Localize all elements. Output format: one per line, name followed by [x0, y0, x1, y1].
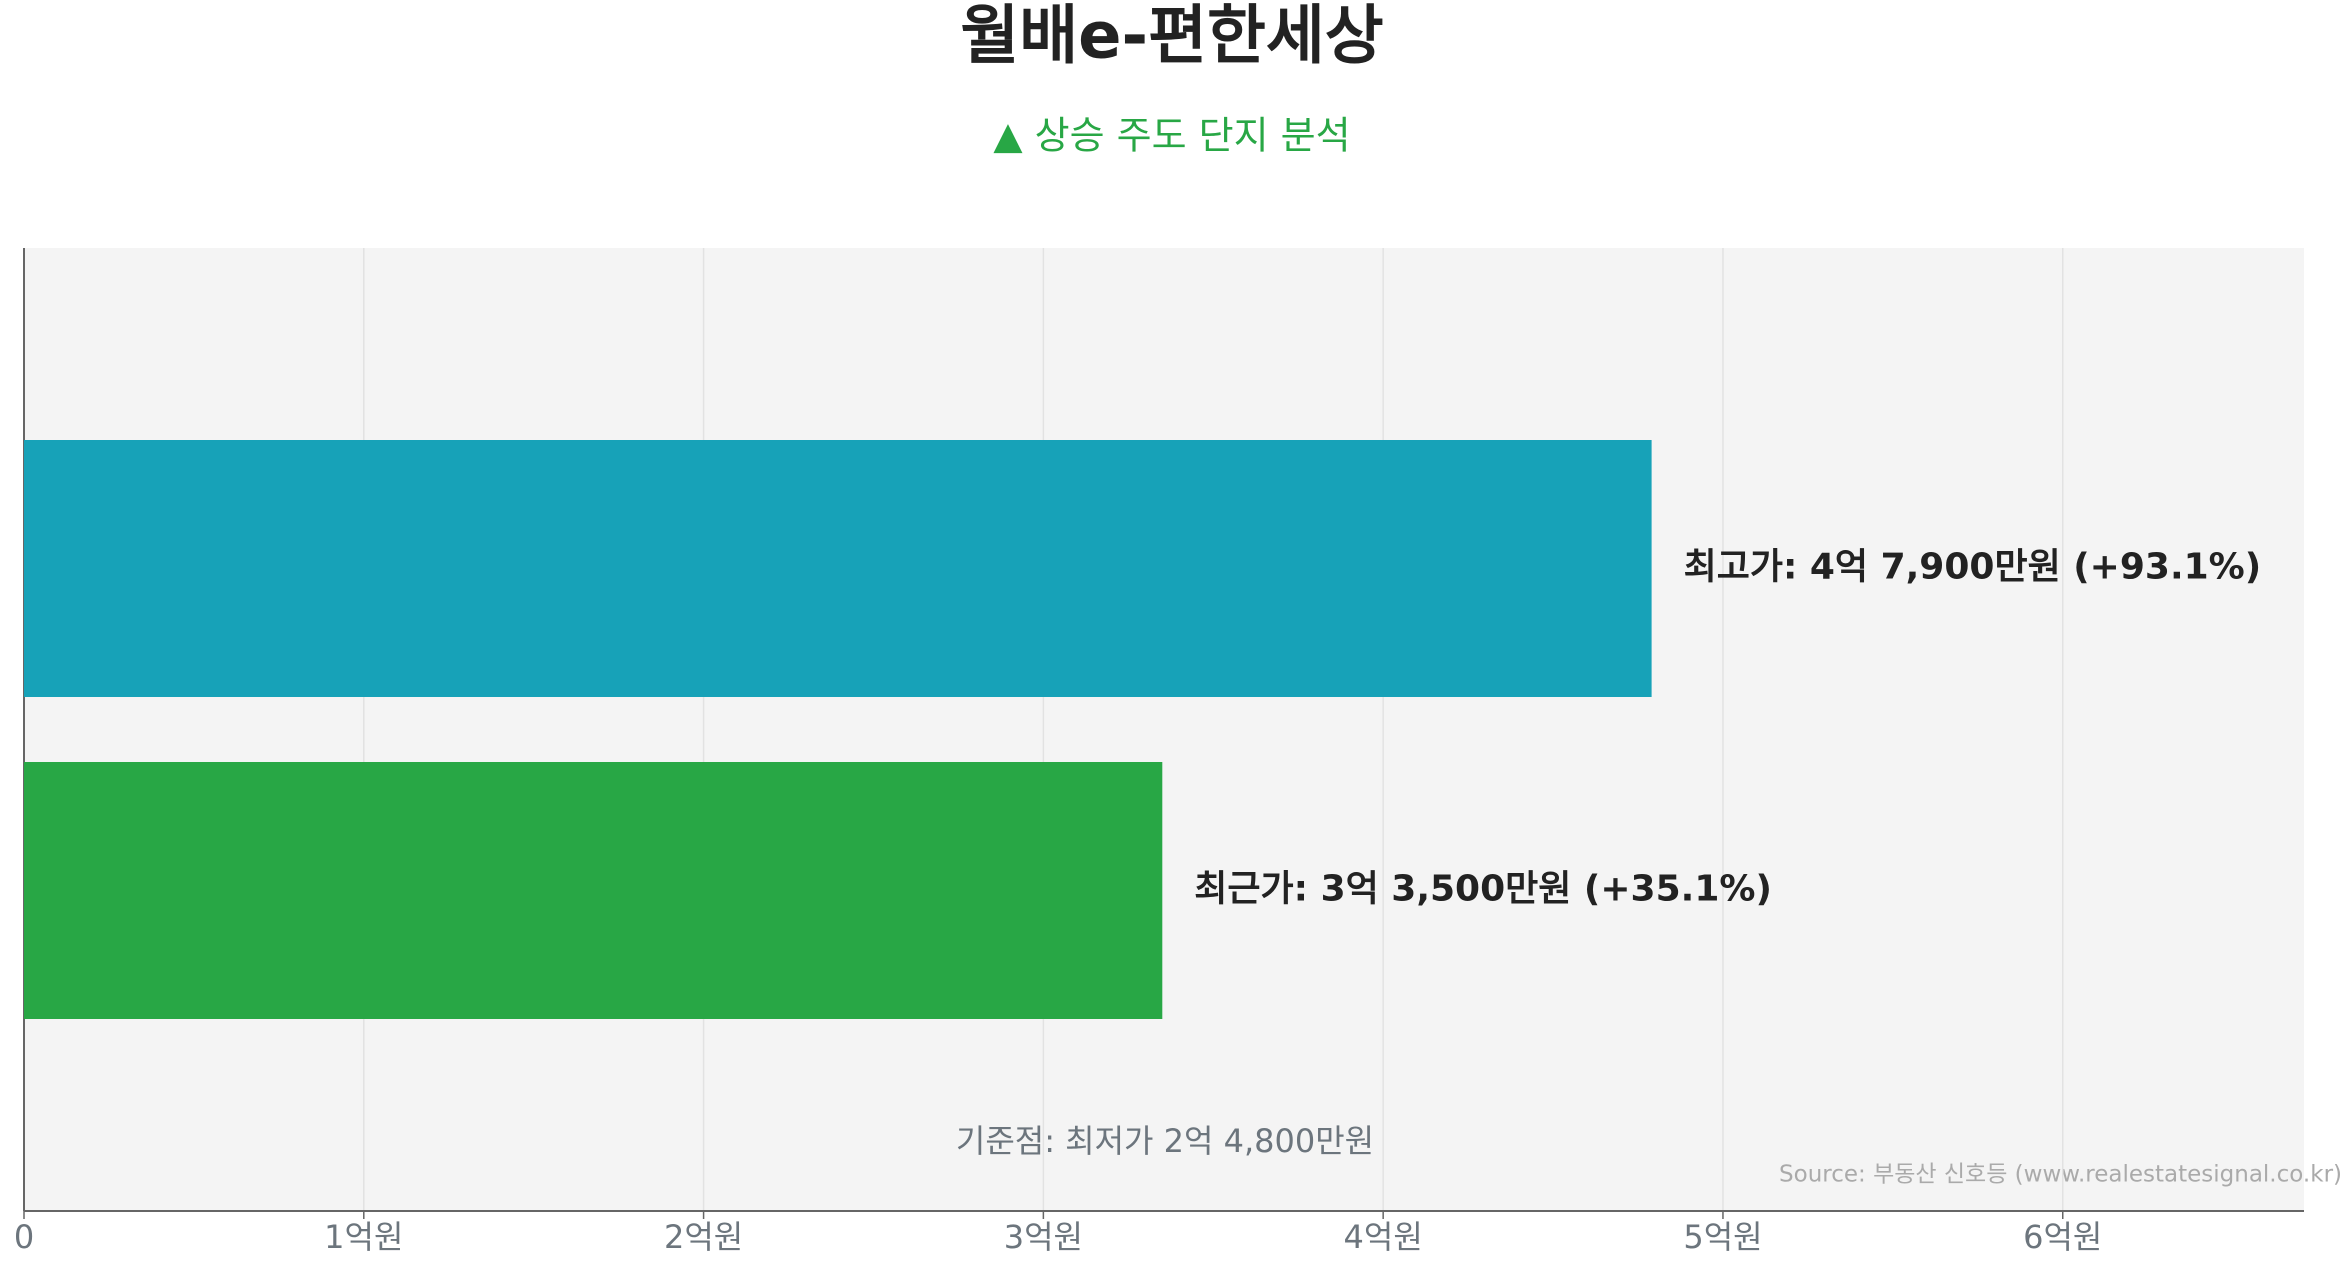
x-tick-label: 0 [14, 1218, 34, 1256]
plot-background [24, 248, 2304, 1211]
bar [24, 440, 1652, 697]
x-tick-label: 2억원 [664, 1218, 743, 1256]
annotation: 기준점: 최저가 2억 4,800만원 [956, 1122, 1374, 1160]
x-tick-label: 5억원 [1683, 1218, 1762, 1256]
chart-title: 월배e-편한세상 [960, 0, 1383, 74]
x-tick-label: 4억원 [1344, 1218, 1423, 1256]
x-tick-label: 3억원 [1004, 1218, 1083, 1256]
bar [24, 762, 1163, 1019]
x-tick-label: 1억원 [324, 1218, 403, 1256]
source: Source: 부동산 신호등 (www.realestatesignal.co… [1779, 1162, 2342, 1188]
data-label: 최고가: 4억 7,900만원 (+93.1%) [1684, 547, 2262, 588]
x-tick-label: 6억원 [2023, 1218, 2102, 1256]
chart-subtitle: ▲ 상승 주도 단지 분석 [993, 114, 1350, 158]
data-label: 최근가: 3억 3,500만원 (+35.1%) [1194, 869, 1772, 910]
